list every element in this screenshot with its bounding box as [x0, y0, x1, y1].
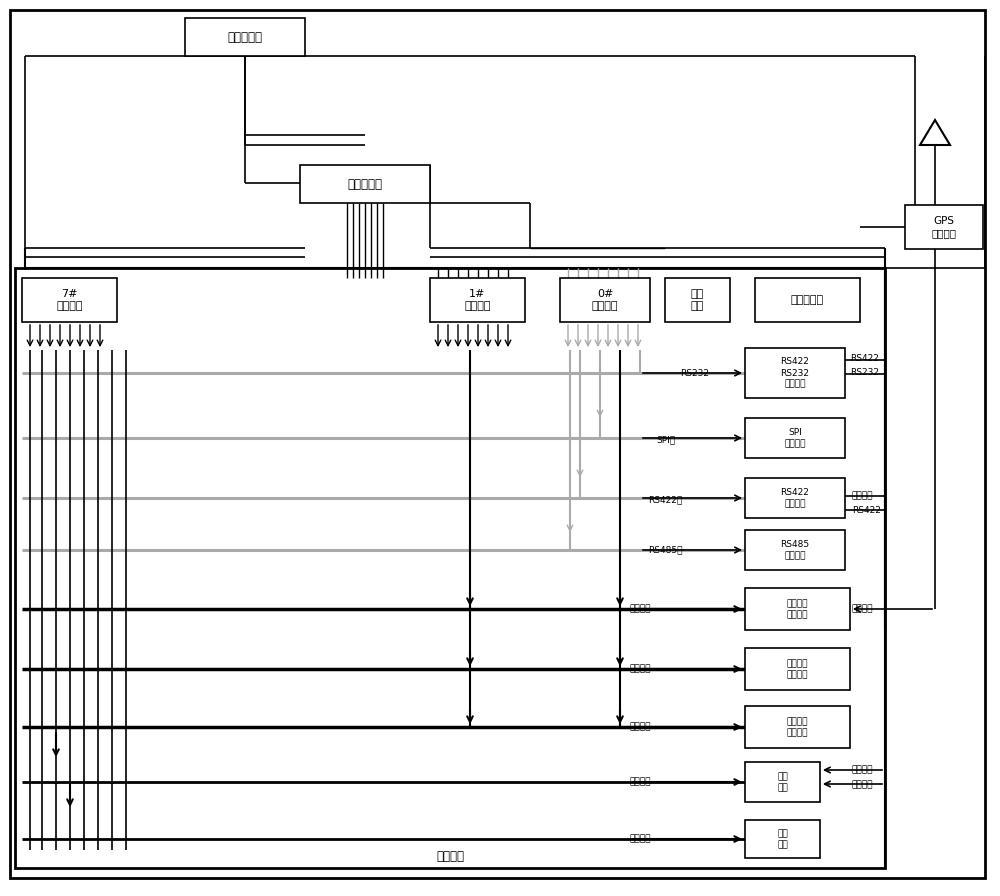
Bar — [300, 165, 430, 203]
Text: 系统母板: 系统母板 — [436, 849, 464, 863]
Bar — [745, 418, 845, 458]
Text: 手动复位: 手动复位 — [852, 780, 874, 789]
Text: 控制总线: 控制总线 — [630, 722, 652, 731]
Text: SPI
输出控制: SPI 输出控制 — [784, 428, 806, 448]
Bar — [745, 348, 845, 398]
Bar — [745, 588, 850, 630]
Bar — [22, 278, 117, 322]
Text: RS485网: RS485网 — [648, 546, 682, 555]
Bar — [185, 18, 305, 56]
Text: RS422: RS422 — [850, 354, 879, 363]
Text: RS232: RS232 — [850, 367, 879, 376]
Bar — [745, 530, 845, 570]
Text: 控制总线
控制逻辑: 控制总线 控制逻辑 — [787, 717, 808, 737]
Text: 校时总线: 校时总线 — [630, 605, 652, 614]
Text: 网路交换机: 网路交换机 — [348, 177, 382, 191]
Text: 0#
子录波器: 0# 子录波器 — [592, 289, 618, 311]
Text: GPS
同步时钟: GPS 同步时钟 — [932, 216, 956, 238]
Text: RS422
输出控制: RS422 输出控制 — [781, 488, 809, 508]
Text: RS422: RS422 — [852, 505, 881, 514]
Text: 系统
复位: 系统 复位 — [777, 772, 788, 792]
Bar — [745, 706, 850, 748]
Text: 校时脉冲: 校时脉冲 — [852, 605, 874, 614]
Bar — [755, 278, 860, 322]
Text: 时钟总线: 时钟总线 — [630, 834, 652, 843]
Text: 校时总线
控制逻辑: 校时总线 控制逻辑 — [787, 599, 808, 619]
Bar — [15, 268, 885, 868]
Text: RS422网: RS422网 — [648, 495, 682, 504]
Bar — [560, 278, 650, 322]
Bar — [905, 205, 983, 249]
Bar — [430, 278, 525, 322]
Text: 系统
时钟: 系统 时钟 — [777, 829, 788, 849]
Bar — [665, 278, 730, 322]
Text: RS422
RS232
自动转换: RS422 RS232 自动转换 — [780, 358, 810, 389]
Text: 系统
电源: 系统 电源 — [691, 289, 704, 311]
Text: 状态总线
控制逻辑: 状态总线 控制逻辑 — [787, 659, 808, 679]
Text: 7#
子录波器: 7# 子录波器 — [56, 289, 83, 311]
Text: RS232: RS232 — [680, 368, 709, 377]
Text: 复位总线: 复位总线 — [630, 778, 652, 787]
Text: 远端服务器: 远端服务器 — [228, 30, 262, 44]
Text: 1#
子录波器: 1# 子录波器 — [464, 289, 491, 311]
Bar — [745, 820, 820, 858]
Text: 自动复位: 自动复位 — [852, 765, 874, 774]
Text: RS485
令牌控制: RS485 令牌控制 — [780, 540, 810, 560]
Bar — [745, 478, 845, 518]
Text: 本地工作站: 本地工作站 — [791, 295, 824, 305]
Bar — [745, 762, 820, 802]
Text: 状态总线: 状态总线 — [630, 665, 652, 674]
Text: 切换控制: 切换控制 — [852, 492, 874, 501]
Text: SPI网: SPI网 — [656, 435, 675, 444]
Bar — [745, 648, 850, 690]
